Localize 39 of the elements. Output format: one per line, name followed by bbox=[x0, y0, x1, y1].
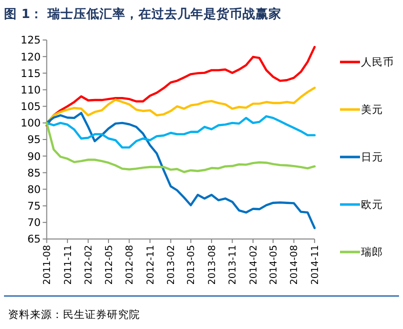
legend-label: 瑞郎 bbox=[361, 246, 383, 259]
chart-title: 图 1： 瑞士压低汇率，在过去几年是货币战赢家 bbox=[4, 6, 282, 21]
y-tick-label: 95 bbox=[27, 134, 41, 146]
text: 资料来源：民生证券研究院 bbox=[8, 308, 140, 321]
x-tick-label: 2012-05 bbox=[104, 245, 115, 285]
y-tick-label: 100 bbox=[20, 118, 41, 130]
y-tick-label: 105 bbox=[20, 101, 41, 114]
line-series bbox=[46, 46, 316, 127]
legend-label: 欧元 bbox=[361, 199, 383, 212]
line-series bbox=[46, 86, 316, 124]
x-tick-label: 2011-08 bbox=[42, 245, 54, 285]
x-tick-label: 2014-02 bbox=[248, 245, 260, 285]
legend-label: 人民币 bbox=[361, 56, 394, 69]
x-tick-label: 2013-11 bbox=[228, 245, 239, 285]
y-tick-label: 85 bbox=[27, 167, 41, 180]
line-series bbox=[46, 122, 316, 174]
y-tick-label: 125 bbox=[20, 34, 41, 47]
y-tick-label: 65 bbox=[27, 234, 41, 246]
x-tick-label: 2013-02 bbox=[166, 245, 178, 285]
x-tick-label: 2011-11 bbox=[62, 245, 74, 285]
y-tick-label: 90 bbox=[27, 150, 41, 163]
line-series bbox=[46, 112, 316, 230]
y-tick-label: 115 bbox=[20, 68, 41, 80]
legend-label: 美元 bbox=[361, 103, 383, 116]
x-tick-label: 2014-05 bbox=[268, 245, 280, 285]
y-tick-label: 80 bbox=[27, 184, 41, 196]
y-tick-label: 75 bbox=[27, 200, 41, 213]
x-tick-label: 2012-11 bbox=[145, 245, 156, 285]
x-tick-label: 2013-05 bbox=[186, 245, 198, 285]
x-tick-label: 2013-08 bbox=[206, 245, 218, 285]
x-tick-label: 2012-02 bbox=[84, 245, 95, 285]
y-tick-label: 70 bbox=[27, 217, 41, 230]
x-tick-label: 2014-08 bbox=[289, 245, 300, 285]
line-series bbox=[46, 115, 316, 149]
x-tick-label: 2012-08 bbox=[124, 245, 136, 285]
x-tick-label: 2014-11 bbox=[310, 245, 321, 285]
legend-label: 日元 bbox=[361, 152, 383, 164]
y-tick-label: 120 bbox=[20, 51, 41, 64]
y-tick-label: 110 bbox=[20, 84, 41, 96]
